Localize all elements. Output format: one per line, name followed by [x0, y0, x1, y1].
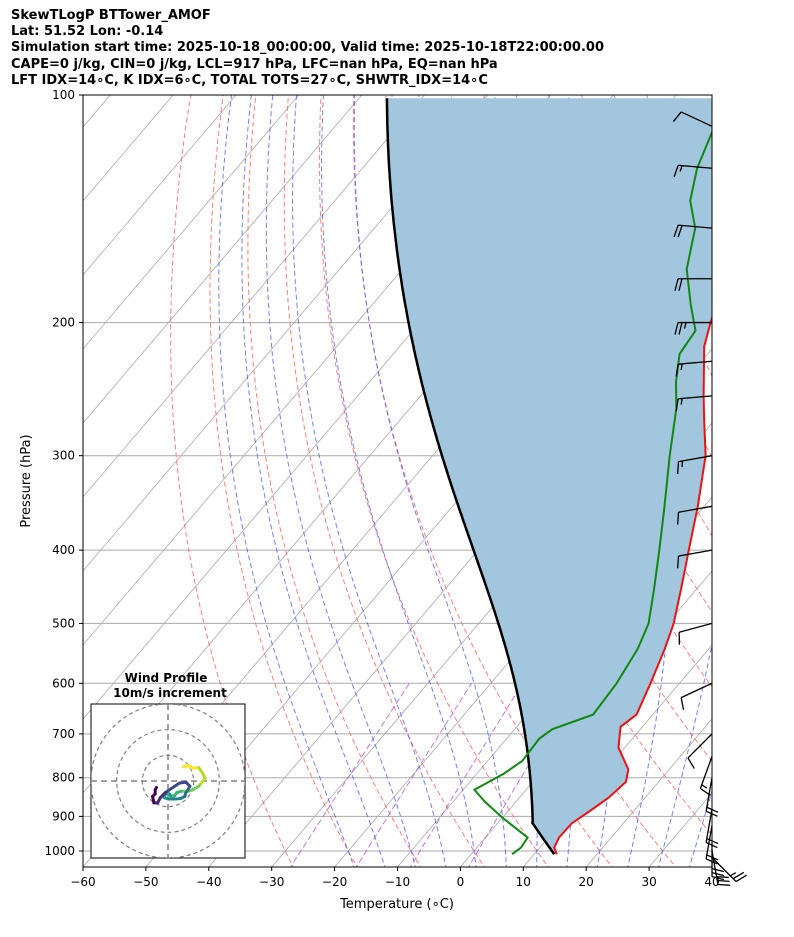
- dry-adiabat: [771, 78, 794, 870]
- wind-barb: [676, 455, 713, 474]
- wind-barb: [676, 549, 713, 569]
- wind-barb: [711, 857, 747, 883]
- y-tick-label: 600: [52, 676, 75, 690]
- isotherm-line: [397, 496, 712, 867]
- x-tick-label: 30: [641, 875, 656, 889]
- isotherm-line: [585, 718, 712, 867]
- x-tick-label: −20: [322, 875, 347, 889]
- isotherm-line: [83, 95, 237, 276]
- wind-barb: [673, 164, 713, 178]
- y-tick-label: 200: [52, 316, 75, 330]
- dry-adiabat: [170, 95, 294, 867]
- y-tick-label: 400: [52, 543, 75, 557]
- dry-adiabat: [283, 95, 486, 867]
- hodograph-inset: Wind Profile 10m/s increment: [90, 671, 246, 859]
- mixing-ratio-line: [290, 683, 410, 867]
- wind-barb: [699, 756, 713, 796]
- isotherm-line: [522, 644, 712, 867]
- x-tick-label: −30: [259, 875, 284, 889]
- isotherm-line: [83, 95, 363, 424]
- dry-adiabat: [209, 95, 358, 867]
- wind-barb: [673, 224, 713, 238]
- moist-adiabat: [567, 95, 671, 867]
- y-tick-label: 800: [52, 771, 75, 785]
- mixing-ratio-line: [355, 683, 473, 867]
- wind-barb: [680, 682, 713, 710]
- isotherm-line: [83, 95, 300, 350]
- x-tick-label: −50: [133, 875, 158, 889]
- hodograph-subtitle: 10m/s increment: [113, 686, 227, 700]
- y-tick-label: 500: [52, 616, 75, 630]
- time-line: Simulation start time: 2025-10-18_00:00:…: [11, 40, 604, 55]
- x-tick-label: 10: [516, 875, 531, 889]
- y-tick-label: 1000: [44, 844, 75, 858]
- wind-barb: [711, 842, 725, 881]
- location-line: Lat: 51.52 Lon: -0.14: [11, 24, 164, 39]
- isotherm-line: [83, 95, 426, 498]
- wind-barb: [678, 622, 713, 645]
- wind-barb: [675, 360, 713, 377]
- mixing-ratio-line: [409, 683, 523, 867]
- wind-barb: [676, 505, 713, 525]
- x-tick-label: 20: [579, 875, 594, 889]
- x-tick-label: −40: [196, 875, 221, 889]
- y-axis-label: Pressure (hPa): [19, 434, 34, 527]
- index-line: LFT IDX=14∘C, K IDX=6∘C, TOTAL TOTS=27∘C…: [11, 73, 488, 88]
- hodograph-segment: [197, 776, 207, 788]
- isotherm-line: [711, 866, 712, 867]
- x-tick-label: 0: [457, 875, 465, 889]
- y-tick-label: 900: [52, 809, 75, 823]
- x-tick-label: −10: [385, 875, 410, 889]
- wind-barb: [705, 825, 719, 865]
- chart-title: SkewTLogP BTTower_AMOF: [11, 8, 211, 23]
- wind-barbs: [672, 111, 747, 886]
- dry-adiabat: [247, 95, 422, 867]
- wind-barb: [674, 278, 712, 291]
- wind-barb: [674, 321, 712, 335]
- x-axis-label: Temperature (∘C): [339, 897, 454, 912]
- parcel-profile-line: [385, 98, 556, 856]
- wind-barb: [675, 395, 713, 412]
- x-tick-label: 40: [704, 875, 719, 889]
- y-tick-label: 700: [52, 727, 75, 741]
- cin-shaded-area: [386, 98, 712, 855]
- dry-adiabat: [318, 95, 549, 867]
- moist-adiabat: [688, 789, 712, 867]
- moist-adiabat: [241, 95, 386, 867]
- y-tick-label: 100: [52, 88, 75, 102]
- moist-adiabat: [265, 95, 417, 867]
- axes: −60 −50 −40 −30 −20 −10 0 10 20 30 40 100 200 300 400 5…: [44, 88, 719, 889]
- profile-layer: [385, 98, 712, 856]
- moist-adiabat: [292, 95, 447, 867]
- dry-adiabat: [739, 78, 794, 870]
- moist-adiabat: [719, 82, 794, 871]
- temperature-profile-line: [553, 314, 712, 855]
- hodograph-segment: [153, 785, 158, 792]
- wind-barb: [687, 733, 713, 769]
- moist-adiabat: [218, 95, 355, 867]
- cape-line: CAPE=0 j/kg, CIN=0 j/kg, LCL=917 hPa, LF…: [11, 57, 498, 72]
- hodograph-segment: [163, 781, 182, 795]
- moist-adiabat: [353, 95, 507, 867]
- y-tick-label: 300: [52, 449, 75, 463]
- wind-barb: [711, 850, 731, 886]
- wind-barb: [705, 808, 719, 849]
- dry-adiabat: [711, 95, 712, 98]
- isotherm-line: [83, 95, 488, 572]
- dewpoint-profile-line: [472, 128, 712, 856]
- hodograph-title: Wind Profile: [125, 671, 208, 685]
- wind-barb: [672, 111, 713, 127]
- x-tick-label: −60: [70, 875, 95, 889]
